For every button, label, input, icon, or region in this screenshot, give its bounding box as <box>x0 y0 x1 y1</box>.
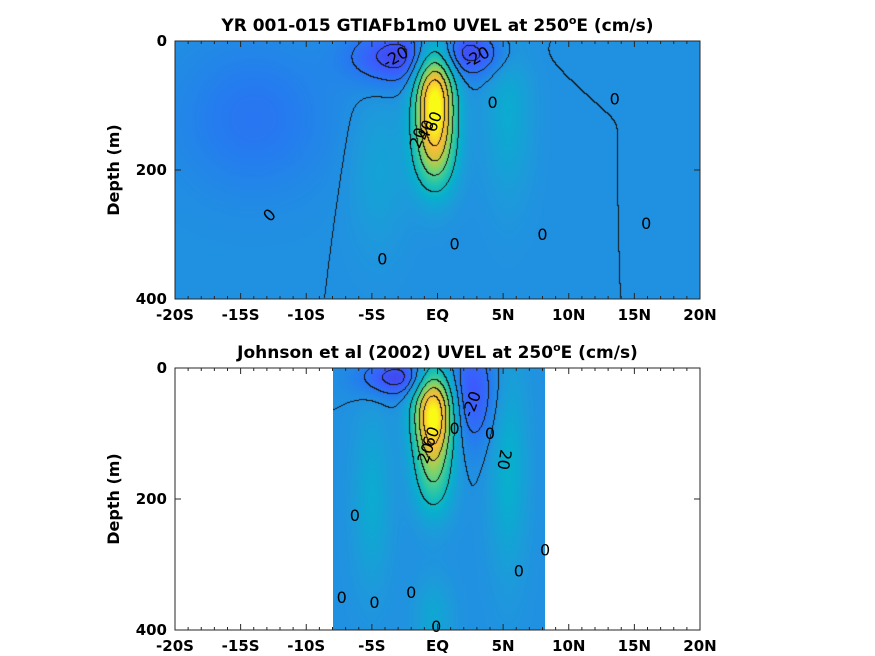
chart-title-main: Johnson et al (2002) UVEL at 250 <box>236 343 553 363</box>
contour-label: 0 <box>537 225 547 244</box>
x-tick-label: -10S <box>287 306 325 324</box>
contour-label: 0 <box>431 617 441 636</box>
x-tick-label: 15N <box>618 637 651 655</box>
x-tick-label: EQ <box>426 637 449 655</box>
x-tick-label: -20S <box>156 637 194 655</box>
chart-title-main: YR 001-015 GTIAFb1m0 UVEL at 250 <box>220 16 569 36</box>
contour-label: 0 <box>449 235 459 254</box>
contour-label: 0 <box>610 90 620 109</box>
contour-label: 0 <box>337 588 347 607</box>
x-tick-label: -20S <box>156 306 194 324</box>
contour-label: 20 <box>493 448 515 471</box>
x-tick-label: 10N <box>552 306 585 324</box>
contour-label: 0 <box>377 250 387 269</box>
y-tick-label: 200 <box>136 161 167 179</box>
x-tick-label: -5S <box>358 306 385 324</box>
contour-label: 0 <box>449 419 459 438</box>
y-tick-label: 400 <box>136 290 167 308</box>
contour-label: 0 <box>514 562 524 581</box>
contour-label: 0 <box>485 424 495 443</box>
chart-title: YR 001-015 GTIAFb1m0 UVEL at 250oE (cm/s… <box>220 14 653 36</box>
x-tick-label: 20N <box>683 637 716 655</box>
y-axis-label: Depth (m) <box>104 124 123 216</box>
x-tick-label: -15S <box>222 637 260 655</box>
contour-label: 0 <box>540 541 550 560</box>
y-tick-label: 0 <box>157 32 167 50</box>
contour-label: 0 <box>641 214 651 233</box>
x-tick-label: EQ <box>426 306 449 324</box>
contour-label: 0 <box>406 583 416 602</box>
x-tick-label: -15S <box>222 306 260 324</box>
chart-title: Johnson et al (2002) UVEL at 250oE (cm/s… <box>236 341 638 363</box>
chart-title-degree: o <box>553 341 561 354</box>
uvel-field <box>175 41 700 299</box>
x-tick-label: 5N <box>492 306 515 324</box>
contour-label: 0 <box>488 93 498 112</box>
x-tick-label: -5S <box>358 637 385 655</box>
x-tick-label: -10S <box>287 637 325 655</box>
x-tick-label: 20N <box>683 306 716 324</box>
chart-title-unit: E (cm/s) <box>576 16 653 36</box>
contour-label: 0 <box>350 506 360 525</box>
y-axis-label: Depth (m) <box>104 453 123 545</box>
y-tick-label: 0 <box>157 359 167 377</box>
x-tick-label: 10N <box>552 637 585 655</box>
x-tick-label: 15N <box>618 306 651 324</box>
contour-label: 0 <box>369 593 379 612</box>
chart-title-unit: E (cm/s) <box>561 343 638 363</box>
x-tick-label: 5N <box>492 637 515 655</box>
uvel-field <box>333 368 545 630</box>
chart-title-degree: o <box>569 14 577 27</box>
y-tick-label: 400 <box>136 621 167 639</box>
y-tick-label: 200 <box>136 490 167 508</box>
